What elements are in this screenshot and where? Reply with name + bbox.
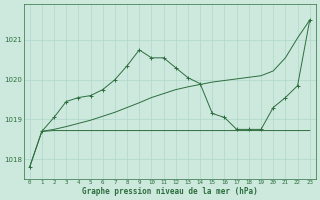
X-axis label: Graphe pression niveau de la mer (hPa): Graphe pression niveau de la mer (hPa) [82,187,258,196]
